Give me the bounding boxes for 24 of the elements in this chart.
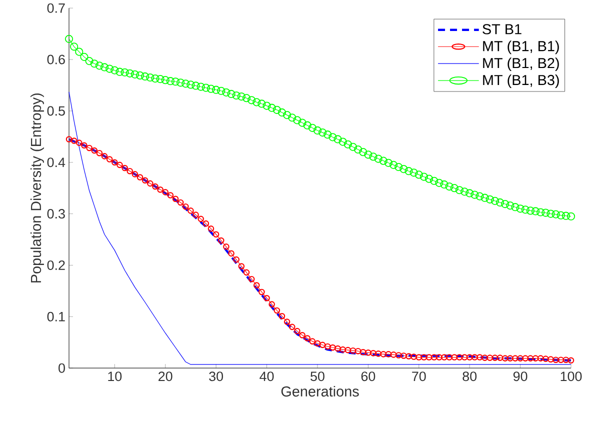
legend-label: ST B1: [482, 24, 522, 34]
legend-label: MT (B1, B2): [483, 58, 559, 72]
x-tick-label: 40: [260, 372, 274, 382]
y-tick-label: 0.7: [47, 3, 65, 13]
x-tick-label: 60: [361, 372, 376, 382]
legend-label: MT (B1, B3): [483, 74, 559, 88]
y-tick-label: 0.5: [47, 106, 65, 116]
y-axis-title: Population Diversity (Entropy): [30, 93, 44, 282]
x-tick-label: 50: [310, 372, 324, 382]
y-tick-label: 0.1: [47, 312, 65, 322]
legend-label: MT (B1, B1): [483, 40, 559, 54]
x-tick-label: 30: [209, 372, 224, 382]
x-tick-label: 10: [108, 372, 122, 382]
y-tick-label: 0.6: [47, 54, 65, 64]
x-tick-label: 80: [462, 372, 477, 382]
x-axis-title: Generations: [281, 386, 359, 397]
x-tick-label: 20: [158, 372, 172, 382]
x-tick-label: 100: [560, 372, 582, 382]
y-tick-label: 0.4: [47, 158, 66, 168]
y-tick-label: 0.3: [47, 209, 65, 219]
x-tick-label: 70: [412, 372, 426, 382]
y-tick-label: 0.2: [47, 260, 65, 270]
x-tick-label: 90: [513, 372, 528, 382]
y-tick-label: 0: [58, 363, 65, 373]
